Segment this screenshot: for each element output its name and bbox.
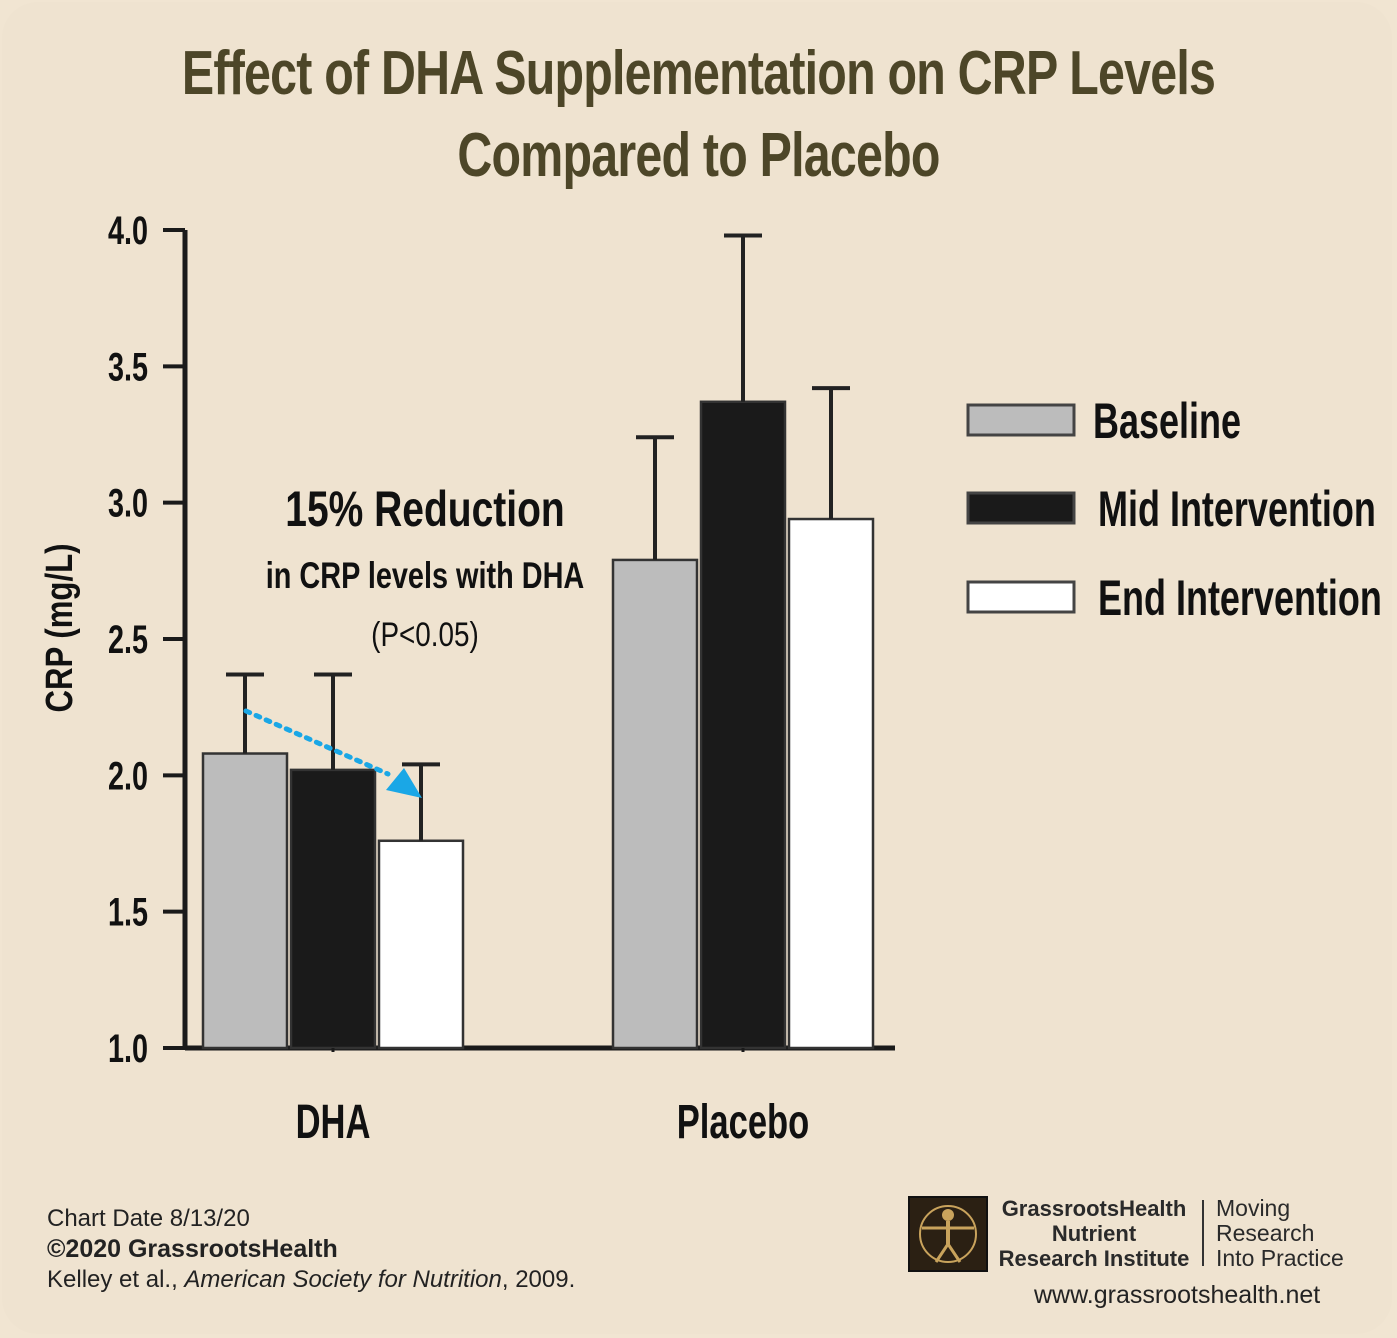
annotation-line2: in CRP levels with DHA bbox=[266, 556, 585, 597]
citation-year: , 2009. bbox=[501, 1266, 576, 1293]
copyright: ©2020 GrassrootsHealth bbox=[47, 1235, 338, 1263]
tagline-line1: Moving bbox=[1216, 1195, 1291, 1221]
tagline-line2: Research bbox=[1216, 1220, 1315, 1246]
reduction-arrow-line bbox=[243, 708, 391, 777]
bar bbox=[699, 400, 787, 1050]
x-category-label: DHA bbox=[296, 1094, 371, 1148]
bar bbox=[377, 839, 465, 1050]
citation-journal: American Society for Nutrition bbox=[184, 1266, 502, 1293]
bar bbox=[611, 558, 699, 1050]
tagline: Moving Research Into Practice bbox=[1216, 1196, 1344, 1271]
org-line1: GrassrootsHealth bbox=[1001, 1196, 1187, 1221]
x-category-label: Placebo bbox=[677, 1094, 810, 1148]
legend-swatch bbox=[966, 491, 1076, 525]
legend-label: End Intervention bbox=[1098, 571, 1382, 626]
y-tick-label: 2.0 bbox=[108, 754, 148, 799]
org-line2: Nutrient bbox=[1051, 1221, 1137, 1246]
reduction-arrow-head bbox=[386, 768, 422, 798]
legend-swatch bbox=[966, 580, 1076, 614]
y-tick-label: 4.0 bbox=[108, 208, 148, 253]
y-axis-label: CRP (mg/L) bbox=[39, 543, 81, 712]
y-tick-label: 1.5 bbox=[108, 890, 148, 935]
legend-swatch bbox=[966, 403, 1076, 437]
vitruvian-man-icon bbox=[919, 1205, 977, 1263]
legend-label: Baseline bbox=[1093, 394, 1241, 449]
tagline-line3: Into Practice bbox=[1216, 1245, 1344, 1271]
reduction-annotation: 15% Reduction in CRP levels with DHA (P<… bbox=[243, 480, 585, 798]
legend: Baseline Mid Intervention End Intervention bbox=[966, 394, 1382, 626]
annotation-headline: 15% Reduction bbox=[285, 480, 564, 537]
citation-authors: Kelley et al., bbox=[47, 1266, 185, 1293]
chart-subtitle: Compared to Placebo bbox=[457, 121, 940, 190]
y-tick-label: 3.5 bbox=[108, 345, 148, 390]
org-name: GrassrootsHealth Nutrient Research Insti… bbox=[994, 1196, 1194, 1271]
chart-date: Chart Date 8/13/20 bbox=[47, 1205, 250, 1232]
legend-label: Mid Intervention bbox=[1098, 482, 1376, 537]
org-line3: Research Institute bbox=[998, 1246, 1190, 1271]
vitruvian-logo bbox=[908, 1196, 988, 1272]
y-tick-label: 3.0 bbox=[108, 481, 148, 526]
chart-title: Effect of DHA Supplementation on CRP Lev… bbox=[181, 39, 1216, 108]
website-link[interactable]: www.grassrootshealth.net bbox=[1034, 1281, 1321, 1309]
bar bbox=[201, 752, 289, 1050]
bar bbox=[289, 768, 377, 1050]
bar bbox=[787, 517, 875, 1050]
divider bbox=[1202, 1200, 1204, 1266]
y-tick-label: 1.0 bbox=[108, 1026, 148, 1071]
annotation-line3: (P<0.05) bbox=[371, 615, 479, 653]
citation: Kelley et al., American Society for Nutr… bbox=[47, 1266, 575, 1294]
y-tick-label: 2.5 bbox=[108, 617, 148, 662]
